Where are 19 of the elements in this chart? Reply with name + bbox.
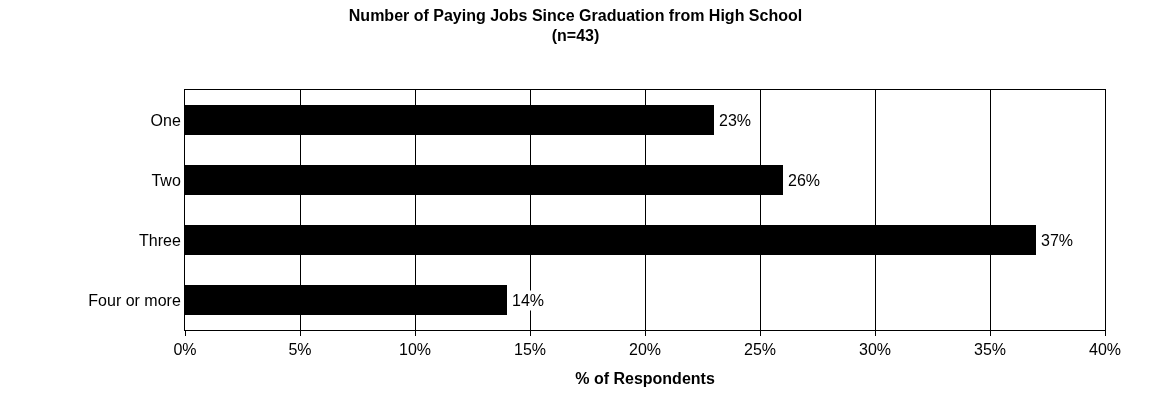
x-tick-label: 10%	[398, 341, 432, 359]
data-label: 23%	[719, 112, 752, 129]
x-tick-label: 35%	[973, 341, 1007, 359]
x-tick-label: 15%	[513, 341, 547, 359]
x-tick-label: 25%	[743, 341, 777, 359]
x-axis-title: % of Respondents	[575, 369, 715, 387]
y-tick-label: Four or more	[88, 291, 181, 309]
x-tick-label: 0%	[173, 341, 197, 359]
x-tick-label: 40%	[1088, 341, 1122, 359]
x-tick-label: 30%	[858, 341, 892, 359]
y-tick-label: Two	[151, 171, 181, 189]
y-tick-label: One	[150, 111, 181, 129]
x-tick-label: 20%	[628, 341, 662, 359]
data-label: 26%	[788, 172, 821, 189]
data-label: 14%	[512, 292, 545, 309]
y-tick-label: Three	[139, 231, 181, 249]
data-label: 37%	[1041, 232, 1074, 249]
chart-title: Number of Paying Jobs Since Graduation from High School (n=43)	[348, 6, 803, 45]
x-tick-label: 5%	[288, 341, 312, 359]
